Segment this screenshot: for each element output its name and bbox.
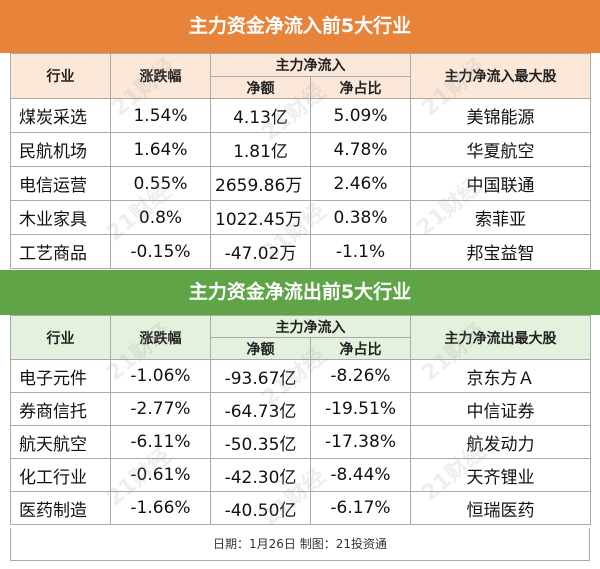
- industry-cell: 电子元件: [10, 359, 111, 393]
- outflow-row: 医药制造 -1.66% -40.50亿 -6.17% 恒瑞医药: [10, 491, 591, 525]
- outflow-header-top-stock: 主力净流出最大股: [410, 315, 591, 360]
- top-stock-cell: 索菲亚: [410, 200, 591, 235]
- ratio-cell: 2.46%: [310, 166, 411, 201]
- top-stock-cell: 中国联通: [410, 166, 591, 201]
- ratio-cell: -8.44%: [310, 458, 411, 492]
- footer-text: 日期：1月26日 制图：21投资通: [213, 537, 387, 551]
- outflow-header-row-2: 净额 净占比: [11, 337, 591, 360]
- inflow-row: 电信运营 0.55% 2659.86万 2.46% 中国联通: [10, 166, 591, 201]
- change-cell: 0.55%: [110, 166, 211, 201]
- amount-cell: 2659.86万: [210, 166, 311, 201]
- amount-cell: -50.35亿: [210, 425, 311, 459]
- inflow-header-amount: 净额: [210, 76, 311, 99]
- amount-cell: 1.81亿: [210, 132, 311, 167]
- ratio-cell: -1.1%: [310, 234, 411, 269]
- change-cell: -0.61%: [110, 458, 211, 492]
- change-cell: -2.77%: [110, 392, 211, 426]
- industry-cell: 医药制造: [10, 491, 111, 525]
- change-cell: -1.66%: [110, 491, 211, 525]
- outflow-row: 化工行业 -0.61% -42.30亿 -8.44% 天齐锂业: [10, 458, 591, 492]
- industry-cell: 券商信托: [10, 392, 111, 426]
- top-stock-cell: 天齐锂业: [410, 458, 591, 492]
- ratio-cell: 4.78%: [310, 132, 411, 167]
- inflow-header-industry: 行业: [10, 53, 111, 99]
- inflow-header-change: 涨跌幅: [110, 53, 211, 99]
- amount-cell: -42.30亿: [210, 458, 311, 492]
- industry-cell: 煤炭采选: [10, 98, 111, 133]
- inflow-row: 工艺商品 -0.15% -47.02万 -1.1% 邦宝益智: [10, 234, 591, 269]
- inflow-row: 煤炭采选 1.54% 4.13亿 5.09% 美锦能源: [10, 98, 591, 133]
- outflow-title-bar: 主力资金净流出前5大行业: [0, 270, 600, 315]
- change-cell: 1.54%: [110, 98, 211, 133]
- ratio-cell: 0.38%: [310, 200, 411, 235]
- ratio-cell: -6.17%: [310, 491, 411, 525]
- inflow-header-row-1: 行业 涨跌幅 主力净流入 主力净流入最大股: [10, 53, 591, 99]
- ratio-cell: -8.26%: [310, 359, 411, 393]
- outflow-header-ratio: 净占比: [310, 337, 411, 360]
- change-cell: 0.8%: [110, 200, 211, 235]
- footer-caption: 日期：1月26日 制图：21投资通: [10, 528, 590, 561]
- industry-cell: 电信运营: [10, 166, 111, 201]
- ratio-cell: -19.51%: [310, 392, 411, 426]
- industry-cell: 化工行业: [10, 458, 111, 492]
- inflow-title-bar: 主力资金净流入前5大行业: [0, 0, 600, 53]
- amount-cell: 1022.45万: [210, 200, 311, 235]
- amount-cell: -93.67亿: [210, 359, 311, 393]
- industry-cell: 木业家具: [10, 200, 111, 235]
- outflow-header-group: 主力净流入: [210, 315, 411, 338]
- outflow-row: 电子元件 -1.06% -93.67亿 -8.26% 京东方Ａ: [10, 359, 591, 393]
- top-stock-cell: 恒瑞医药: [410, 491, 591, 525]
- outflow-header-row-1: 行业 涨跌幅 主力净流入 主力净流出最大股: [10, 315, 591, 360]
- ratio-cell: 5.09%: [310, 98, 411, 133]
- amount-cell: -47.02万: [210, 234, 311, 269]
- top-stock-cell: 美锦能源: [410, 98, 591, 133]
- amount-cell: 4.13亿: [210, 98, 311, 133]
- inflow-header-group: 主力净流入: [210, 53, 411, 77]
- ratio-cell: -17.38%: [310, 425, 411, 459]
- change-cell: -6.11%: [110, 425, 211, 459]
- top-stock-cell: 邦宝益智: [410, 234, 591, 269]
- change-cell: -1.06%: [110, 359, 211, 393]
- outflow-header-amount: 净额: [210, 337, 311, 360]
- outflow-row: 航天航空 -6.11% -50.35亿 -17.38% 航发动力: [10, 425, 591, 459]
- inflow-header-ratio: 净占比: [310, 76, 411, 99]
- top-stock-cell: 中信证券: [410, 392, 591, 426]
- amount-cell: -40.50亿: [210, 491, 311, 525]
- industry-cell: 工艺商品: [10, 234, 111, 269]
- inflow-title: 主力资金净流入前5大行业: [188, 15, 412, 37]
- outflow-title: 主力资金净流出前5大行业: [188, 281, 412, 303]
- inflow-table: 行业 涨跌幅 主力净流入 主力净流入最大股 净额 净占比 煤炭采选 1.54% …: [10, 53, 591, 269]
- industry-cell: 民航机场: [10, 132, 111, 167]
- outflow-header-industry: 行业: [10, 315, 111, 360]
- industry-cell: 航天航空: [10, 425, 111, 459]
- top-stock-cell: 京东方Ａ: [410, 359, 591, 393]
- change-cell: 1.64%: [110, 132, 211, 167]
- change-cell: -0.15%: [110, 234, 211, 269]
- inflow-row: 木业家具 0.8% 1022.45万 0.38% 索菲亚: [10, 200, 591, 235]
- top-stock-cell: 华夏航空: [410, 132, 591, 167]
- outflow-header-change: 涨跌幅: [110, 315, 211, 360]
- amount-cell: -64.73亿: [210, 392, 311, 426]
- inflow-header-top-stock: 主力净流入最大股: [410, 53, 591, 99]
- inflow-header-row-2: 净额 净占比: [11, 76, 591, 99]
- outflow-table: 行业 涨跌幅 主力净流入 主力净流出最大股 净额 净占比 电子元件 -1.06%…: [10, 315, 591, 525]
- inflow-row: 民航机场 1.64% 1.81亿 4.78% 华夏航空: [10, 132, 591, 167]
- top-stock-cell: 航发动力: [410, 425, 591, 459]
- outflow-row: 券商信托 -2.77% -64.73亿 -19.51% 中信证券: [10, 392, 591, 426]
